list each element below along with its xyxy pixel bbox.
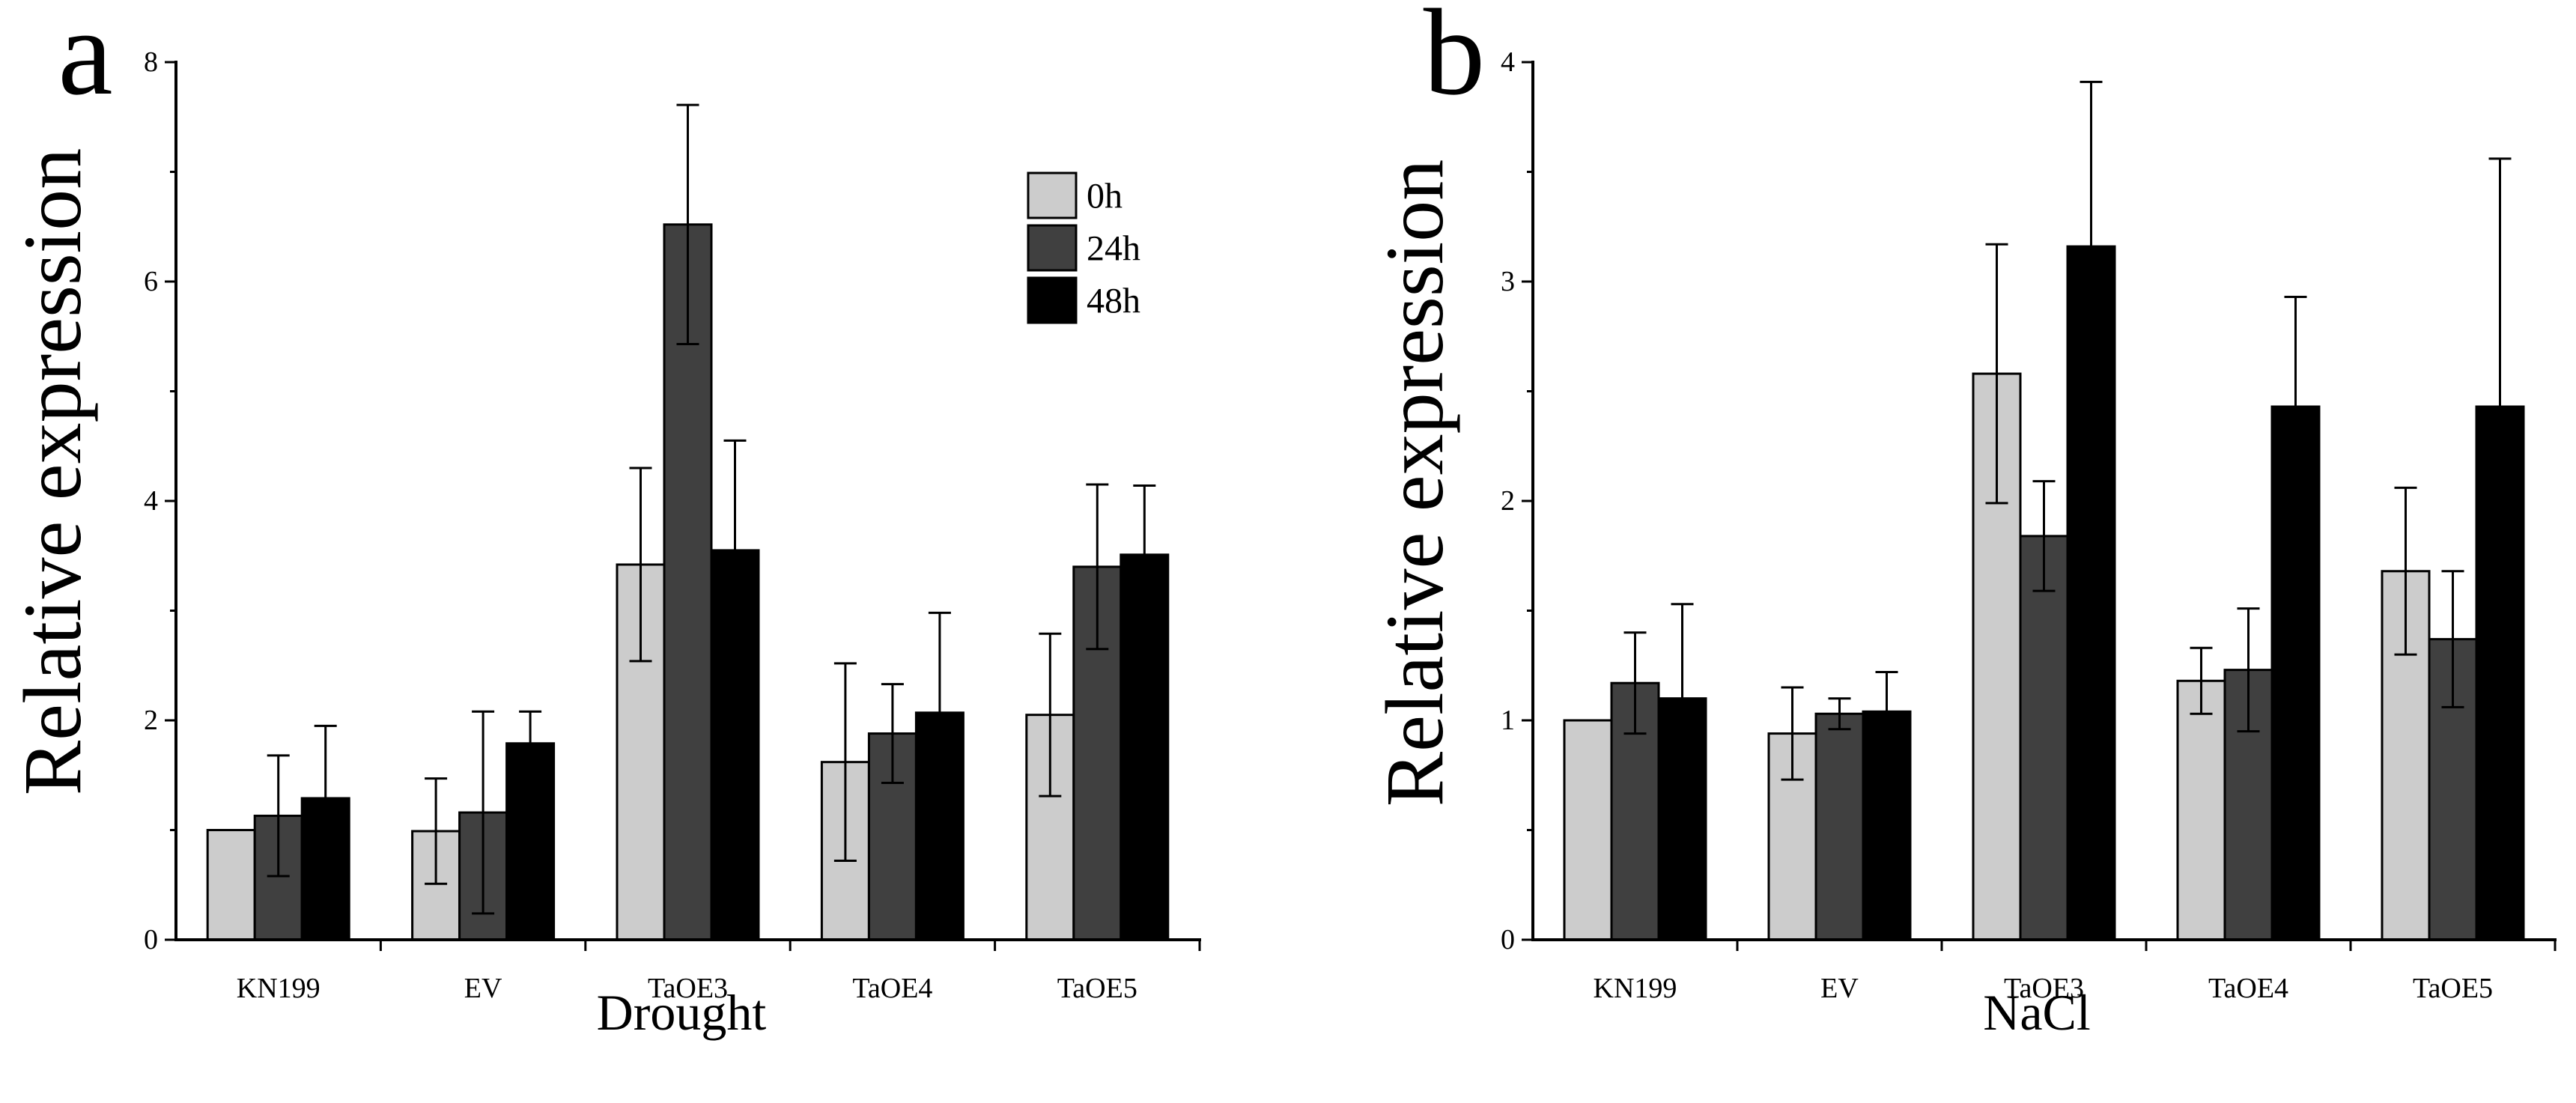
error-bar-48h-taoe4: [928, 611, 951, 814]
plot-area: 0 2 4 6 8 KN199 EV TaOE3 TaOE4 TaOE5 0h 24h 48h: [144, 46, 1201, 1004]
y-tick-label: 8: [144, 46, 158, 78]
x-tick-label-taoe4: TaOE4: [852, 973, 932, 1004]
error-bar-48h-taoe4: [2284, 296, 2307, 518]
bar-0h-kn199: [206, 829, 256, 941]
legend-label-24h: 24h: [1087, 229, 1140, 269]
y-axis-title: Relative expression: [1369, 159, 1460, 806]
y-tick-label: 0: [1501, 924, 1515, 955]
y-tick-label: 0: [144, 924, 158, 955]
y-tick-label: 4: [144, 485, 158, 517]
legend-label-48h: 48h: [1087, 282, 1140, 321]
axes: 0 2 4 6 8 KN199 EV TaOE3 TaOE4 TaOE5: [144, 46, 1201, 1004]
x-tick-label-ev: EV: [1820, 973, 1859, 1004]
error-bar-24h-taoe4: [881, 683, 904, 785]
y-tick-label: 4: [1501, 46, 1515, 78]
error-bars: [1623, 80, 2512, 794]
x-tick-label-taoe3: TaOE3: [648, 973, 728, 1004]
error-bar-24h-kn199: [1623, 631, 1647, 735]
x-axis-title: NaCl: [1983, 984, 2091, 1041]
x-tick-label-ev: EV: [464, 973, 502, 1004]
error-bar-24h-kn199: [267, 754, 290, 878]
error-bar-24h-taoe5: [1086, 483, 1109, 651]
legend-swatch-48h: [1027, 276, 1078, 324]
error-bar-24h-taoe3: [676, 103, 699, 346]
error-bar-0h-taoe3: [629, 467, 652, 663]
x-tick-label-taoe4: TaOE4: [2208, 973, 2288, 1004]
x-tick-label-kn199: KN199: [237, 973, 321, 1004]
error-bar-48h-ev: [519, 710, 542, 777]
error-bar-48h-taoe5: [2488, 157, 2512, 656]
error-bar-0h-taoe3: [1985, 243, 2008, 505]
error-bar-48h-kn199: [1671, 603, 1694, 794]
error-bars: [267, 103, 1156, 915]
legend: 0h 24h 48h: [1027, 171, 1140, 324]
error-bar-48h-taoe3: [2080, 80, 2103, 413]
error-bar-0h-ev: [1781, 686, 1804, 781]
panel-b: b Relative expression NaCl 0 1 2 3 4 KN199 EV T…: [1369, 0, 2557, 1041]
axes: 0 1 2 3 4 KN199 EV TaOE3 TaOE4 TaOE5: [1501, 46, 2557, 1004]
error-bar-0h-ev: [425, 777, 448, 885]
error-bar-24h-taoe4: [2237, 607, 2260, 733]
bar-0h-taoe4: [2176, 679, 2226, 941]
bar-0h-kn199: [1563, 719, 1613, 941]
panel-label-b: b: [1424, 0, 1486, 121]
error-bar-48h-taoe3: [723, 439, 747, 661]
error-bar-24h-taoe3: [2032, 480, 2056, 592]
error-bar-0h-taoe4: [833, 662, 857, 863]
panel-label-a: a: [58, 0, 112, 121]
y-tick-label: 6: [144, 266, 158, 297]
x-tick-label-taoe5: TaOE5: [1057, 973, 1137, 1004]
error-bar-24h-taoe5: [2441, 570, 2464, 708]
panel-a: a Relative expression Drought 0 2 4 6 8 KN199…: [7, 0, 1201, 1041]
error-bar-48h-taoe5: [1133, 484, 1156, 625]
error-bar-48h-ev: [1875, 671, 1898, 753]
error-bar-0h-taoe5: [1039, 632, 1062, 797]
y-tick-label: 1: [1501, 705, 1515, 736]
bar-24h-taoe3: [2019, 535, 2069, 941]
x-tick-label-taoe3: TaOE3: [2004, 973, 2084, 1004]
legend-swatch-0h: [1027, 171, 1078, 219]
plot-area: 0 1 2 3 4 KN199 EV TaOE3 TaOE4 TaOE5: [1501, 46, 2557, 1004]
error-bar-0h-taoe5: [2394, 486, 2417, 656]
legend-label-0h: 0h: [1087, 177, 1123, 216]
y-tick-label: 3: [1501, 266, 1515, 297]
y-tick-label: 2: [144, 705, 158, 736]
bar-24h-taoe4: [2223, 669, 2273, 941]
bar-24h-ev: [1814, 712, 1865, 941]
error-bar-24h-ev: [1828, 697, 1851, 731]
y-axis-title: Relative expression: [7, 148, 98, 795]
error-bar-24h-ev: [472, 710, 495, 915]
bars: [206, 223, 1170, 941]
x-axis-title: Drought: [597, 984, 767, 1041]
legend-swatch-24h: [1027, 224, 1078, 272]
error-bar-0h-taoe4: [2190, 646, 2213, 715]
error-bar-48h-kn199: [314, 724, 337, 872]
y-tick-label: 2: [1501, 485, 1515, 517]
x-tick-label-taoe5: TaOE5: [2413, 973, 2493, 1004]
x-tick-label-kn199: KN199: [1594, 973, 1677, 1004]
